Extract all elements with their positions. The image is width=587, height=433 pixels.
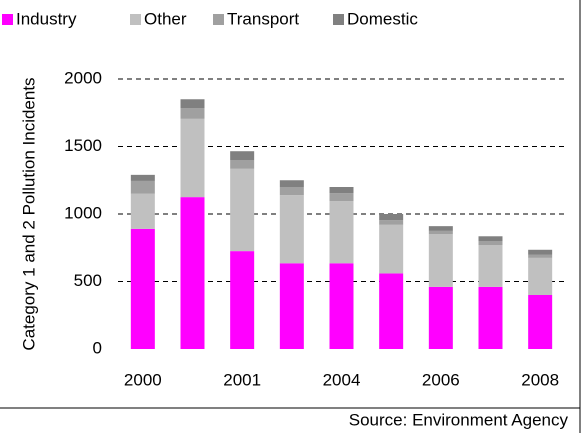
bar-segment (130, 174, 155, 181)
y-axis-label: Category 1 and 2 Pollution Incidents (19, 77, 38, 350)
legend-swatch (213, 14, 224, 25)
bar-segment (428, 230, 453, 235)
bar-segment (279, 263, 304, 349)
bar-segment (130, 180, 155, 194)
x-tick-label: 2004 (323, 370, 361, 389)
x-tick-label: 2001 (223, 370, 261, 389)
bar-segment (428, 226, 453, 231)
bar-segment (180, 197, 205, 349)
bar-segment (279, 180, 304, 187)
bar-segment (230, 160, 255, 169)
bar-segment (478, 286, 503, 349)
bar-segment (180, 118, 205, 198)
legend-label: Industry (16, 9, 77, 28)
bar-segment (528, 249, 553, 255)
y-tick-label: 1000 (64, 203, 102, 222)
y-tick-label: 0 (93, 338, 102, 357)
x-tick-label: 2006 (422, 370, 460, 389)
bar-segment (379, 220, 404, 225)
bar-segment (230, 151, 255, 160)
bar-segment (130, 228, 155, 349)
bar-segment (230, 251, 255, 349)
bar-segment (428, 286, 453, 349)
legend-label: Transport (227, 9, 299, 28)
bar-segment (279, 187, 304, 196)
legend-swatch (2, 14, 13, 25)
bar-segment (428, 234, 453, 287)
bar-segment (478, 245, 503, 287)
bar-segment (279, 195, 304, 264)
bar-segment (478, 236, 503, 241)
bar-segment (379, 214, 404, 221)
source-note: Source: Environment Agency (349, 410, 569, 429)
bar-segment (180, 108, 205, 119)
bar-segment (379, 224, 404, 274)
bar-segment (329, 193, 354, 202)
x-tick-label: 2008 (521, 370, 559, 389)
bar-segment (478, 241, 503, 246)
y-tick-label: 1500 (64, 136, 102, 155)
bar-segment (528, 254, 553, 258)
bar-segment (329, 201, 354, 264)
legend-swatch (333, 14, 344, 25)
y-tick-label: 500 (74, 271, 102, 290)
bar-segment (180, 99, 205, 109)
legend-label: Other (144, 9, 187, 28)
x-tick-label: 2000 (124, 370, 162, 389)
y-tick-label: 2000 (64, 68, 102, 87)
legend-label: Domestic (347, 9, 418, 28)
bar-segment (230, 168, 255, 252)
bar-segment (379, 273, 404, 349)
bar-segment (329, 187, 354, 194)
bar-segment (329, 263, 354, 349)
bar-segment (528, 295, 553, 349)
bar-segment (130, 193, 155, 229)
bar-segment (528, 257, 553, 295)
legend-swatch (130, 14, 141, 25)
